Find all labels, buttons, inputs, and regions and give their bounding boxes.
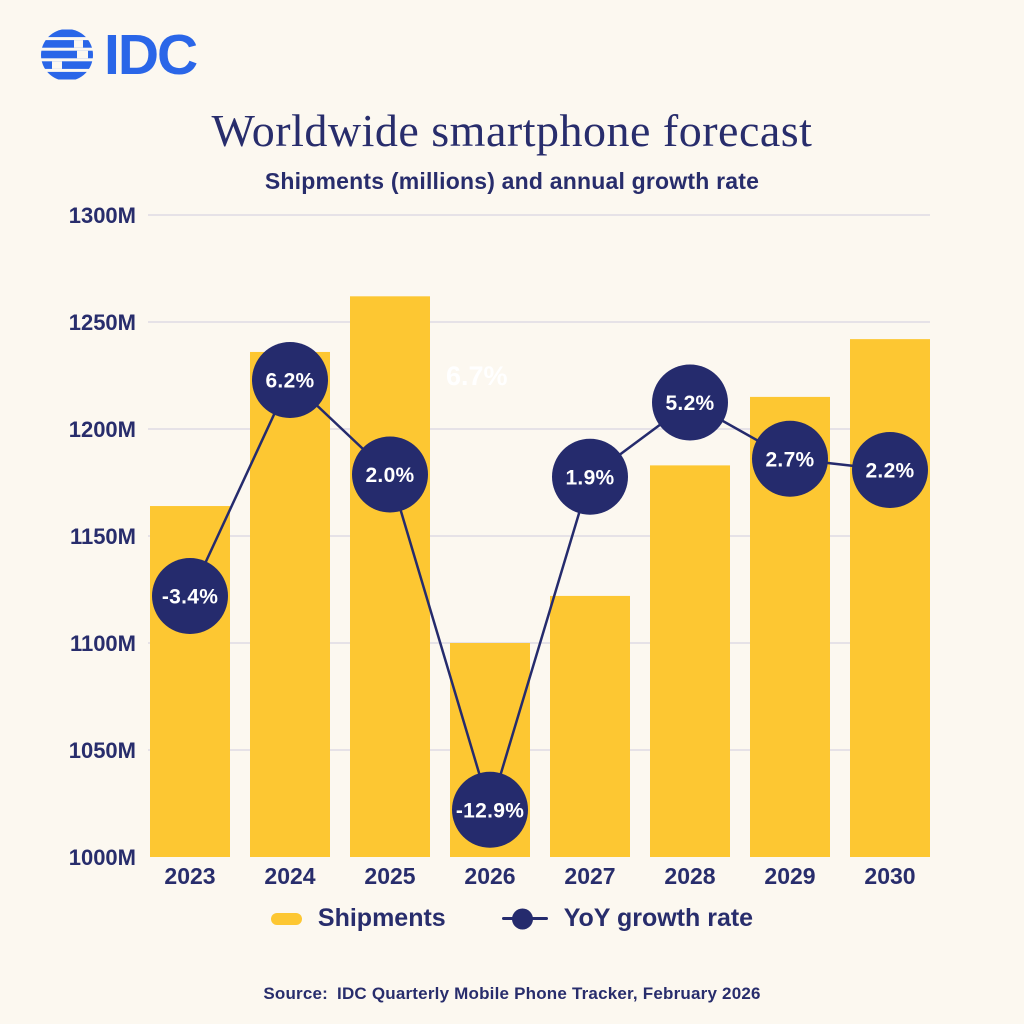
y-tick-1250M: 1250M bbox=[69, 310, 136, 335]
y-tick-1050M: 1050M bbox=[69, 738, 136, 763]
x-tick-2025: 2025 bbox=[364, 863, 415, 889]
bar-2027 bbox=[550, 595, 630, 857]
x-tick-2030: 2030 bbox=[864, 863, 915, 889]
source-text: IDC Quarterly Mobile Phone Tracker, Febr… bbox=[337, 984, 761, 1003]
legend-label-growth: YoY growth rate bbox=[563, 904, 754, 932]
idc-globe-icon bbox=[41, 29, 93, 80]
growth-point-2029 bbox=[752, 420, 828, 497]
growth-label-2028: 5.2% bbox=[665, 392, 714, 415]
growth-point-2025 bbox=[352, 436, 428, 513]
source-note: Source: IDC Quarterly Mobile Phone Tracke… bbox=[0, 984, 1024, 1004]
growth-label-2026: -12.9% bbox=[456, 799, 524, 822]
growth-line-dot-icon bbox=[501, 908, 548, 929]
x-tick-2027: 2027 bbox=[564, 863, 615, 889]
bar-2024 bbox=[250, 351, 330, 857]
growth-label-2025: 2.0% bbox=[365, 464, 414, 487]
legend-label-shipments: Shipments bbox=[317, 904, 446, 932]
x-tick-2024: 2024 bbox=[264, 863, 315, 889]
growth-label-2029: 2.7% bbox=[765, 448, 814, 471]
x-tick-2026: 2026 bbox=[464, 863, 515, 889]
y-tick-1300M: 1300M bbox=[69, 203, 136, 228]
bar-2030 bbox=[850, 339, 930, 857]
x-tick-2028: 2028 bbox=[664, 863, 715, 889]
chart-title: Worldwide smartphone forecast bbox=[211, 105, 813, 156]
growth-point-2030 bbox=[852, 432, 928, 508]
y-tick-1150M: 1150M bbox=[70, 524, 136, 549]
growth-point-2024 bbox=[252, 342, 328, 418]
growth-label-2027: 1.9% bbox=[565, 466, 614, 489]
shipments-swatch-icon bbox=[270, 912, 302, 925]
growth-dot-icon bbox=[511, 908, 533, 929]
x-tick-2029: 2029 bbox=[764, 863, 815, 889]
legend-item-growth: YoY growth rate bbox=[501, 904, 754, 933]
growth-point-2027 bbox=[552, 438, 628, 515]
growth-point-2028 bbox=[652, 364, 728, 441]
y-tick-1100M: 1100M bbox=[70, 631, 136, 656]
y-tick-1200M: 1200M bbox=[69, 417, 136, 442]
legend-item-shipments: Shipments bbox=[270, 904, 446, 933]
chart-subtitle: Shipments (millions) and annual growth r… bbox=[264, 168, 760, 194]
growth-point-2023 bbox=[152, 558, 228, 634]
growth-label-2024: 6.2% bbox=[265, 370, 314, 393]
bar-2028 bbox=[650, 465, 730, 857]
bar-2025 bbox=[350, 296, 430, 857]
growth-label-2030: 2.2% bbox=[865, 460, 914, 483]
idc-logo: IDC bbox=[40, 23, 198, 87]
chart-legend: Shipments YoY growth rate bbox=[0, 904, 1024, 933]
growth-label-2023: -3.4% bbox=[162, 586, 218, 609]
y-tick-1000M: 1000M bbox=[69, 845, 136, 870]
source-label: Source: bbox=[263, 984, 329, 1003]
ghost-label: 6.7% bbox=[446, 361, 508, 391]
x-tick-2023: 2023 bbox=[164, 863, 215, 889]
idc-logo-text: IDC bbox=[104, 23, 198, 87]
growth-point-2026 bbox=[452, 771, 528, 848]
